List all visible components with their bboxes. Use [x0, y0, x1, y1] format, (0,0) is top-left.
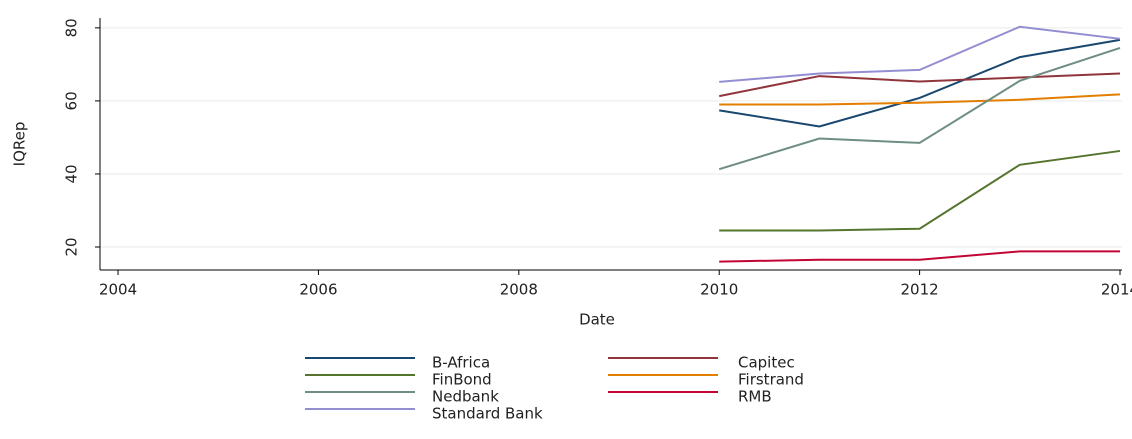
series-line [719, 25, 1121, 83]
x-tick-label: 2010 [700, 281, 738, 299]
legend-label: RMB [738, 388, 772, 406]
y-axis-label: IQRep [11, 122, 29, 167]
series-line [719, 93, 1121, 106]
legend-label: Standard Bank [432, 405, 543, 423]
series-line [719, 38, 1121, 128]
y-tick-label: 20 [63, 237, 81, 256]
x-tick-label: 2006 [299, 281, 337, 299]
series-line [718, 46, 1121, 171]
y-tick-label: 80 [63, 18, 81, 37]
legend-label: B-Africa [432, 354, 490, 372]
x-tick-label: 2012 [901, 281, 939, 299]
legend-label: Nedbank [432, 388, 499, 406]
series-line [719, 250, 1120, 263]
x-axis-label: Date [579, 311, 615, 329]
series-line [719, 72, 1121, 98]
x-tick-label: 2004 [99, 281, 137, 299]
y-tick-label: 40 [63, 164, 81, 183]
y-tick-label: 60 [63, 91, 81, 110]
legend-label: Firstrand [738, 371, 804, 389]
x-tick-label: 2014 [1101, 281, 1132, 299]
legend-label: Capitec [738, 354, 795, 372]
legend-label: FinBond [432, 371, 492, 389]
x-tick-label: 2008 [500, 281, 538, 299]
series-line [719, 149, 1121, 232]
